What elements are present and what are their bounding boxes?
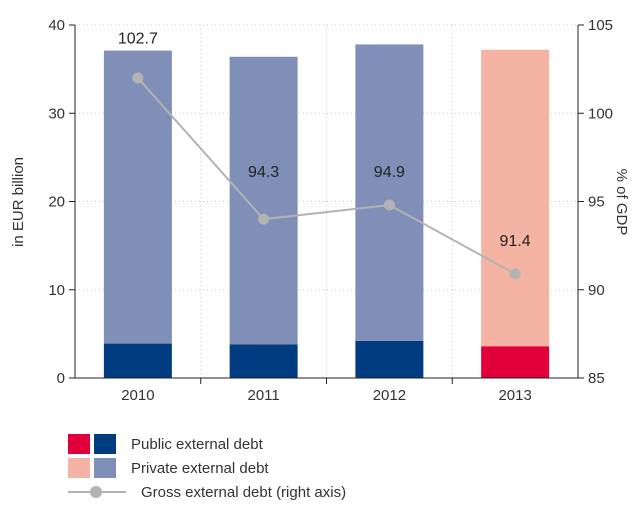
x-tick-label-2011: 2011 (247, 387, 279, 404)
legend-gross-label: Gross external debt (right axis) (141, 483, 347, 501)
right-tick-label: 95 (588, 194, 605, 211)
private-2013-swatch (68, 458, 90, 478)
x-tick-label-2012: 2012 (373, 387, 406, 404)
data-labels: 102.7 94.3 94.9 91.4 (118, 31, 531, 250)
bar-public-2010 (103, 343, 172, 378)
right-axis-title: % of GDP (613, 169, 630, 236)
bar-private-2011 (229, 56, 298, 345)
right-tick-label: 105 (588, 17, 613, 34)
gridlines (75, 24, 578, 378)
gross-debt-point-2010 (132, 72, 144, 84)
bar-private-2013 (481, 49, 550, 347)
x-tick-label-2010: 2010 (121, 387, 154, 404)
private-swatch (94, 458, 116, 478)
data-label-2012: 94.9 (374, 164, 405, 181)
left-tick-label: 20 (48, 194, 65, 211)
line-marker-icon (68, 482, 126, 502)
public-2013-swatch (68, 434, 90, 454)
bar-public-2011 (229, 344, 298, 378)
bars (103, 44, 550, 378)
legend-item-public: Public external debt (68, 432, 346, 456)
left-tick-label: 0 (57, 370, 65, 387)
legend-item-gross: Gross external debt (right axis) (68, 480, 346, 504)
bar-private-2012 (355, 44, 424, 341)
legend-item-private: Private external debt (68, 456, 346, 480)
legend-private-label: Private external debt (131, 459, 269, 477)
right-tick-label: 90 (588, 282, 605, 299)
gross-debt-point-2012 (383, 199, 395, 211)
left-axis-title: in EUR billion (10, 157, 27, 247)
left-tick-label: 40 (48, 17, 65, 34)
gross-debt-polyline (137, 77, 516, 275)
legend-public-label: Public external debt (131, 435, 263, 453)
bar-public-2012 (355, 340, 424, 378)
axes: 0 10 20 30 40 85 90 95 100 105 2010 2011 2012 2013 (48, 17, 613, 404)
bar-private-2010 (103, 50, 172, 344)
left-tick-label: 10 (48, 282, 65, 299)
right-tick-label: 85 (588, 370, 605, 387)
data-label-2011: 94.3 (248, 164, 279, 181)
right-tick-label: 100 (588, 105, 613, 122)
data-label-2010: 102.7 (118, 31, 158, 48)
gross-debt-point-2011 (258, 213, 270, 225)
x-tick-label-2013: 2013 (498, 387, 531, 404)
legend: Public external debt Private external de… (68, 432, 346, 504)
bar-public-2013 (481, 346, 550, 378)
gross-debt-point-2013 (509, 268, 521, 280)
left-tick-label: 30 (48, 105, 65, 122)
data-label-2013: 91.4 (500, 233, 531, 250)
gross-debt-line (132, 72, 521, 280)
public-swatch (94, 434, 116, 454)
